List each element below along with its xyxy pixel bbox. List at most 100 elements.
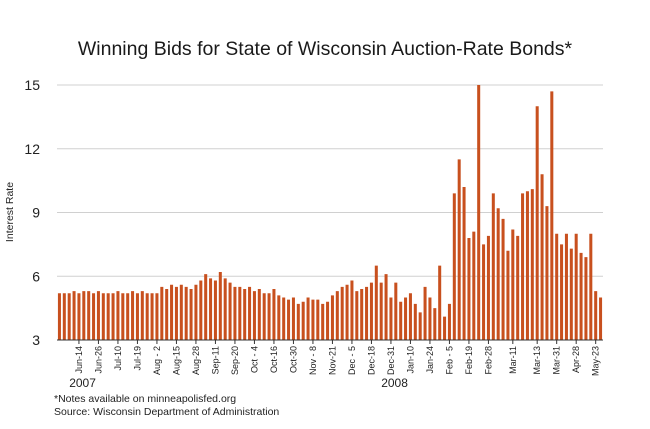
bar (545, 206, 549, 341)
bar (579, 252, 583, 341)
bar (555, 233, 559, 340)
bar (433, 308, 437, 341)
bar (140, 291, 144, 341)
x-tick-label: Jan-10 (405, 346, 415, 374)
bar (584, 257, 588, 341)
bar (589, 233, 593, 340)
y-tick-label: 9 (32, 205, 40, 221)
bar (218, 272, 222, 340)
bar (57, 293, 61, 340)
x-tick-label: Nov-21 (327, 346, 337, 375)
bar (569, 248, 573, 341)
x-tick-label: May-23 (591, 346, 601, 376)
y-tick-label: 12 (24, 141, 40, 157)
bar (179, 284, 183, 340)
bar (326, 301, 330, 340)
source-line: Source: Wisconsin Department of Administ… (54, 406, 280, 418)
bar (82, 291, 86, 341)
x-tick-label: Feb-28 (483, 346, 493, 375)
bar (330, 295, 334, 341)
bar (467, 238, 471, 340)
bar (389, 297, 393, 340)
x-tick-label: Mar-11 (508, 346, 518, 374)
bar (67, 293, 71, 340)
bar (472, 231, 476, 341)
bar (374, 265, 378, 341)
bar (384, 274, 388, 341)
bar (574, 233, 578, 340)
bar (521, 193, 525, 340)
x-tick-label: Nov - 8 (308, 346, 318, 375)
bar (243, 289, 247, 340)
x-tick-label: Sep-11 (210, 346, 220, 374)
bar (165, 289, 169, 340)
bar (438, 265, 442, 341)
bar (599, 297, 603, 340)
bar (594, 291, 598, 341)
bar (452, 193, 456, 340)
bar (564, 233, 568, 340)
year-label: 2007 (69, 376, 96, 390)
bar (418, 312, 422, 341)
bar (174, 286, 178, 341)
bar (511, 229, 515, 340)
x-tick-label: Jun-26 (93, 346, 103, 374)
bar (394, 282, 398, 341)
bar (486, 235, 490, 341)
bar (184, 286, 188, 341)
bar (560, 244, 564, 341)
bar (506, 250, 510, 340)
bar (540, 174, 544, 340)
bar (516, 235, 520, 341)
bar (248, 286, 252, 341)
y-axis-label: Interest Rate (4, 182, 16, 242)
bar (135, 293, 139, 340)
x-tick-label: Feb-19 (464, 346, 474, 375)
bar (404, 297, 408, 340)
bar (101, 293, 105, 340)
bar (106, 293, 110, 340)
bar (87, 291, 91, 341)
bar (267, 293, 271, 340)
bar (160, 286, 164, 341)
footnotes: *Notes available on minneapolisfed.org S… (54, 393, 279, 419)
bar (262, 293, 266, 340)
bar (238, 286, 242, 341)
bar (408, 293, 412, 340)
bar (550, 91, 554, 341)
bar (170, 284, 174, 340)
bar (482, 244, 486, 341)
bar (335, 291, 339, 341)
bar (121, 293, 125, 340)
bar (145, 293, 149, 340)
bar (92, 293, 96, 340)
bar (116, 291, 120, 341)
bar (462, 187, 466, 340)
bar (535, 106, 539, 340)
bar (306, 297, 310, 340)
y-tick-label: 6 (32, 268, 40, 284)
bar (369, 282, 373, 341)
bar (447, 303, 451, 341)
x-tick-label: Mar-13 (532, 346, 542, 375)
bar (111, 293, 115, 340)
x-tick-label: Jan-24 (425, 346, 435, 374)
bar (355, 291, 359, 341)
bar (428, 297, 432, 340)
x-tick-label: Oct-16 (269, 346, 279, 373)
bar (291, 297, 295, 340)
bar (252, 291, 256, 341)
bar (233, 286, 237, 341)
bar (131, 291, 135, 341)
bar (277, 295, 281, 341)
bar (360, 289, 364, 340)
bar (345, 284, 349, 340)
x-tick-label: Aug-28 (191, 346, 201, 375)
chart-title: Winning Bids for State of Wisconsin Auct… (77, 38, 573, 60)
bar (350, 280, 354, 340)
bar (77, 293, 81, 340)
x-tick-label: Aug - 2 (152, 346, 162, 375)
y-tick-label: 3 (32, 332, 40, 348)
bar (321, 303, 325, 341)
